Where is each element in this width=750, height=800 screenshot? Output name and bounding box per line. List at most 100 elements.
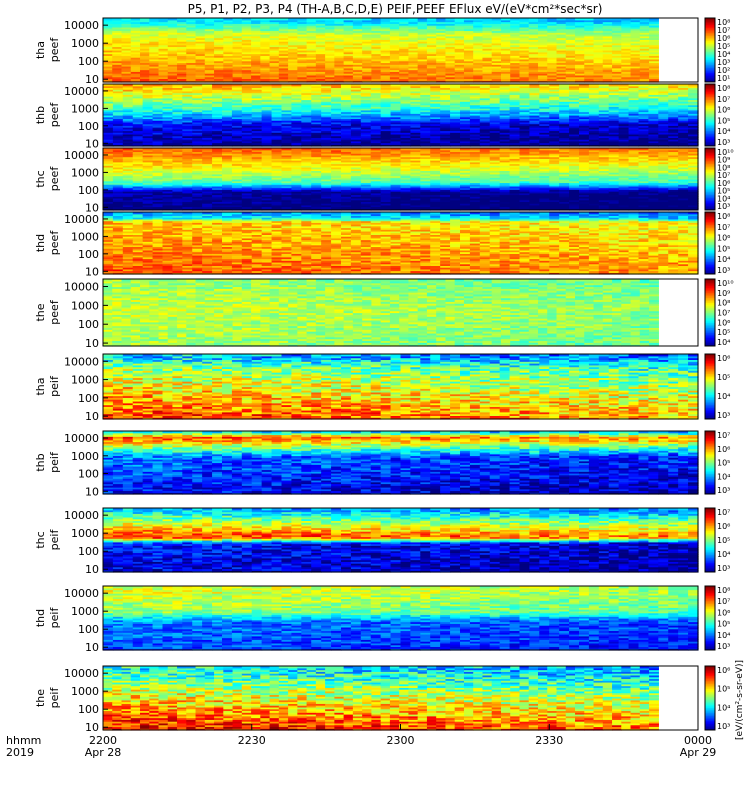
- spectrogram-cell: [343, 41, 354, 44]
- spectrogram-cell: [362, 23, 373, 26]
- spectrogram-cell: [315, 51, 326, 55]
- spectrogram-cell: [408, 74, 419, 78]
- spectrogram-cell: [426, 50, 437, 53]
- spectrogram-cell: [278, 30, 289, 33]
- spectrogram-cell: [167, 42, 178, 46]
- spectrogram-cell: [362, 46, 373, 49]
- spectrogram-cell: [371, 25, 382, 28]
- spectrogram-cell: [214, 50, 224, 53]
- spectrogram-cell: [260, 46, 271, 49]
- spectrogram-cell: [325, 73, 335, 76]
- spectrogram-cell: [463, 39, 474, 42]
- spectrogram-cell: [241, 67, 252, 71]
- spectrogram-cell: [158, 66, 169, 69]
- spectrogram-cell: [315, 26, 326, 30]
- spectrogram-cell: [251, 37, 261, 40]
- spectrogram-cell: [269, 69, 280, 72]
- spectrogram-cell: [149, 55, 160, 58]
- spectrogram-cell: [251, 18, 261, 21]
- spectrogram-cell: [195, 30, 206, 33]
- spectrogram-cell: [269, 39, 280, 42]
- spectrogram-cell: [315, 44, 326, 48]
- spectrogram-cell: [223, 42, 234, 46]
- spectrogram-cell: [130, 19, 141, 23]
- spectrogram-cell: [251, 50, 261, 53]
- spectrogram-cell: [158, 30, 169, 33]
- spectrogram-cell: [454, 67, 465, 71]
- spectrogram-cell: [371, 35, 382, 39]
- spectrogram-cell: [482, 37, 493, 40]
- spectrogram-cell: [371, 30, 382, 33]
- spectrogram-cell: [325, 64, 335, 67]
- spectrogram-cell: [140, 60, 150, 64]
- spectrogram-cell: [473, 60, 484, 64]
- spectrogram-cell: [436, 55, 447, 58]
- spectrogram-cell: [288, 18, 298, 21]
- spectrogram-cell: [473, 34, 484, 37]
- spectrogram-cell: [288, 23, 298, 26]
- spectrogram-cell: [251, 44, 261, 48]
- spectrogram-cell: [241, 71, 252, 74]
- spectrogram-cell: [399, 76, 410, 80]
- spectrogram-cell: [343, 37, 354, 40]
- spectrogram-cell: [278, 25, 289, 28]
- spectrogram-cell: [278, 34, 289, 37]
- spectrogram-cell: [112, 69, 123, 72]
- spectrogram-cell: [241, 30, 252, 33]
- spectrogram-cell: [177, 60, 187, 64]
- spectrogram-cell: [325, 37, 335, 40]
- spectrogram-cell: [473, 25, 484, 28]
- spectrogram-cell: [408, 34, 419, 37]
- spectrogram-cell: [278, 46, 289, 49]
- spectrogram-cell: [482, 51, 493, 55]
- spectrogram-cell: [343, 80, 354, 83]
- spectrogram-cell: [269, 60, 280, 64]
- spectrogram-cell: [130, 57, 141, 60]
- spectrogram-cell: [130, 66, 141, 69]
- spectrogram-cell: [362, 64, 373, 67]
- spectrogram-cell: [473, 19, 484, 23]
- spectrogram-cell: [334, 58, 345, 62]
- spectrogram-cell: [223, 44, 234, 48]
- spectrogram-cell: [232, 23, 243, 26]
- spectrogram-cell: [362, 34, 373, 37]
- spectrogram-cell: [371, 44, 382, 48]
- spectrogram-cell: [223, 41, 234, 44]
- spectrogram-cell: [204, 34, 215, 37]
- spectrogram-cell: [408, 46, 419, 49]
- spectrogram-cell: [371, 26, 382, 30]
- spectrogram-cell: [343, 42, 354, 46]
- spectrogram-cell: [343, 21, 354, 24]
- spectrogram-cell: [482, 67, 493, 71]
- spectrogram-cell: [399, 32, 410, 35]
- spectrogram-cell: [260, 67, 271, 71]
- spectrogram-cell: [214, 39, 224, 42]
- spectrogram-cell: [500, 26, 511, 30]
- spectrogram-cell: [417, 28, 428, 32]
- spectrogram-cell: [297, 39, 308, 42]
- spectrogram-cell: [195, 55, 206, 58]
- spectrogram-cell: [352, 32, 363, 35]
- spectrogram-cell: [389, 42, 400, 46]
- spectrogram-cell: [149, 60, 160, 64]
- spectrogram-cell: [167, 41, 178, 44]
- spectrogram-cell: [278, 53, 289, 56]
- spectrogram-cell: [510, 73, 521, 76]
- spectrogram-cell: [223, 28, 234, 32]
- spectrogram-cell: [343, 57, 354, 60]
- spectrogram-cell: [103, 67, 113, 71]
- spectrogram-cell: [362, 58, 373, 62]
- spectrogram-cell: [408, 80, 419, 83]
- spectrogram-cell: [362, 69, 373, 72]
- spectrogram-cell: [463, 48, 474, 51]
- spectrogram-cell: [214, 71, 224, 74]
- spectrogram-cell: [380, 58, 391, 62]
- spectrogram-cell: [177, 26, 187, 30]
- spectrogram-cell: [204, 46, 215, 49]
- spectrogram-cell: [204, 76, 215, 80]
- spectrogram-cell: [500, 35, 511, 39]
- spectrogram-cell: [251, 21, 261, 24]
- spectrogram-cell: [426, 19, 437, 23]
- spectrogram-cell: [112, 53, 123, 56]
- spectrogram-cell: [251, 23, 261, 26]
